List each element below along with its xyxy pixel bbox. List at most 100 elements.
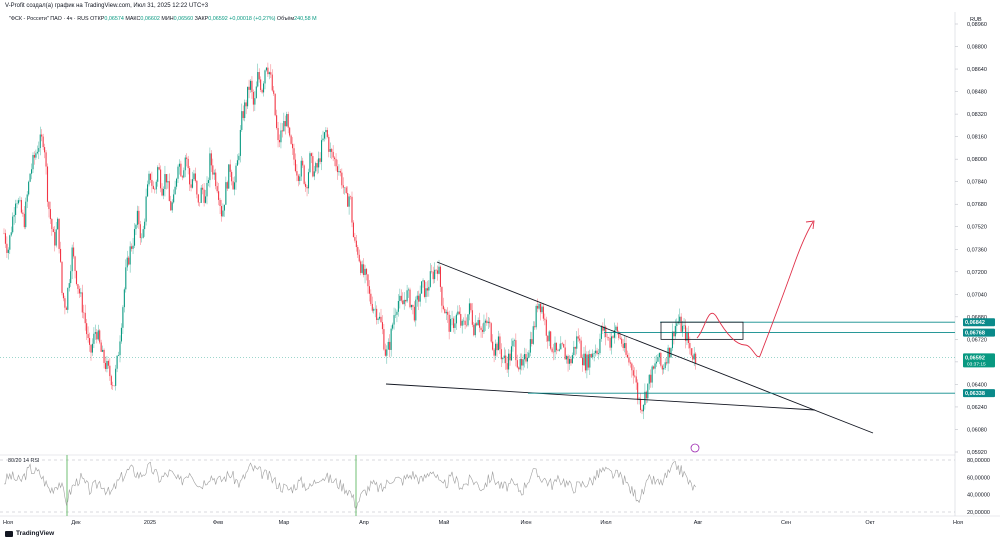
price-axis[interactable]: 0,08960 0,08800 0,08640 0,08480 0,08320 0,081… (955, 22, 990, 516)
candle-body (342, 185, 344, 188)
candle-body (673, 331, 675, 337)
candle-body (561, 343, 563, 345)
candle-body (660, 352, 662, 366)
candle-body (110, 376, 112, 386)
candle-body (661, 365, 663, 370)
candle-body (126, 257, 128, 268)
candle-body (400, 295, 402, 301)
candle-body (281, 130, 283, 132)
candle-body (492, 341, 494, 350)
candle-body (70, 271, 72, 284)
time-tick-label: Авг (694, 520, 703, 526)
candle-body (590, 353, 592, 358)
candle-body (519, 358, 521, 370)
symbol-name[interactable]: "ФСК - Россети" ПАО · 4ч · RUS (9, 16, 89, 22)
candle-body (452, 318, 455, 328)
candle-body (73, 247, 75, 257)
candle-body (184, 157, 186, 171)
candle-body (228, 164, 230, 189)
price-label-badge (963, 353, 995, 368)
event-marker-icon[interactable] (690, 443, 700, 453)
candle-body (135, 224, 137, 230)
candle-body (270, 72, 272, 75)
candle-body (239, 129, 241, 156)
candle-body (22, 212, 24, 214)
candle-body (545, 319, 547, 336)
candle-body (447, 311, 449, 315)
candle-body (408, 289, 410, 291)
candle-body (544, 318, 546, 320)
candle-body (576, 336, 578, 349)
candle-body (529, 339, 531, 353)
candle-body (352, 222, 354, 238)
candle-body (107, 360, 109, 366)
time-tick-label: 2025 (144, 520, 156, 526)
rsi-indicator-label[interactable]: 80/20 14 RSI (8, 458, 40, 464)
candle-body (495, 343, 497, 356)
candle-body (509, 353, 511, 361)
candle-body (223, 204, 225, 211)
candle-body (429, 271, 431, 287)
candle-body (600, 326, 602, 339)
candle-body (460, 313, 462, 326)
candle-body (341, 172, 343, 186)
candle-body (197, 194, 199, 203)
candle-body (203, 189, 205, 203)
candle-body (435, 269, 437, 271)
candle-body (555, 342, 557, 351)
candle-body (306, 186, 308, 189)
candle-body (273, 90, 275, 94)
candle-body (653, 366, 655, 369)
candle-body (526, 357, 528, 362)
candle-body (322, 138, 324, 141)
price-label-text: 0,06338 (965, 391, 985, 397)
candle-body (605, 326, 607, 337)
candle-body (611, 336, 613, 348)
candle-body (376, 308, 378, 320)
candle-body (142, 229, 144, 238)
candle-body (669, 347, 671, 358)
projection-arrowhead (805, 220, 815, 230)
candle-body (196, 180, 198, 195)
candle-body (132, 245, 134, 249)
candle-body (54, 232, 56, 246)
volume-label: Объём (276, 16, 295, 22)
candle-body (49, 209, 51, 220)
candle-body (560, 343, 562, 350)
candle-body (133, 229, 136, 246)
candle-body (360, 261, 362, 273)
candle-body (62, 293, 64, 299)
candle-body (307, 172, 310, 189)
candle-body (373, 309, 375, 311)
candle-body (570, 358, 572, 364)
candle-body (437, 270, 439, 274)
triangle-upper-trendline (436, 261, 874, 434)
candle-body (219, 199, 221, 207)
price-label-text: 0,06842 (965, 320, 985, 326)
candle-body (689, 343, 691, 349)
candle-body (679, 316, 681, 322)
candle-body (162, 188, 165, 196)
candle-body (658, 352, 660, 358)
candle-body (39, 134, 41, 149)
candle-body (260, 79, 262, 90)
candle-body (432, 271, 434, 280)
candle-body (335, 159, 337, 167)
candle-body (29, 173, 31, 182)
candle-body (405, 299, 407, 302)
candle-body (245, 102, 247, 107)
candle-body (423, 280, 426, 297)
candle-body (290, 135, 292, 144)
candle-body (249, 80, 252, 90)
candle-body (44, 147, 46, 153)
time-tick-label: Фев (213, 520, 223, 526)
candle-body (568, 358, 571, 364)
rsi-tick-label: 40,00000 (967, 493, 990, 499)
candle-body (686, 332, 688, 341)
candle-body (94, 332, 96, 334)
candle-body (464, 320, 466, 325)
candle-body (684, 325, 687, 341)
candle-body (147, 184, 149, 197)
time-axis[interactable]: Ноя Дек 2025 Фев Мар Апр Май Июн Июл Авг Сен Окт Ноя (3, 519, 963, 526)
